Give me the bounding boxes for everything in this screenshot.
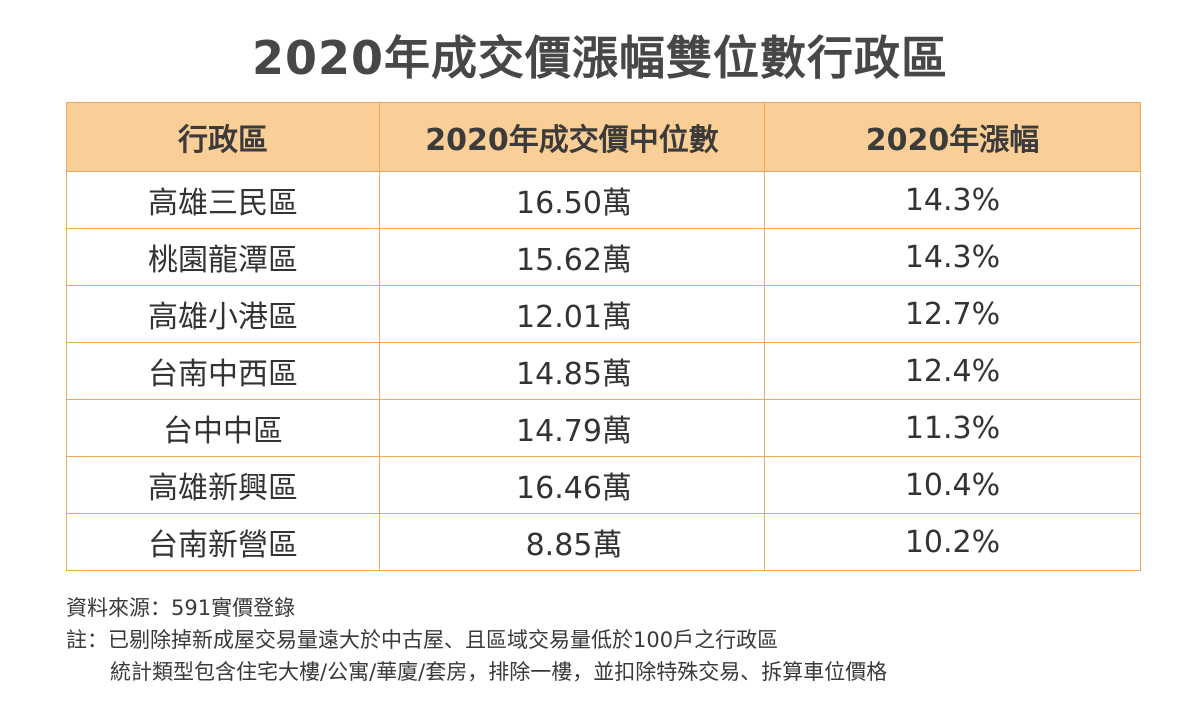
cell-median-price: 16.46萬 xyxy=(379,456,765,514)
statistics-note: 統計類型包含住宅大樓/公寓/華廈/套房，排除一樓，並扣除特殊交易、拆算車位價格 xyxy=(110,660,888,684)
cell-median-price: 16.50萬 xyxy=(379,171,765,229)
data-table: 行政區 2020年成交價中位數 2020年漲幅 高雄三民區 16.50萬 14.… xyxy=(66,102,1141,571)
cell-median-price: 12.01萬 xyxy=(379,285,765,343)
cell-median-price: 15.62萬 xyxy=(379,228,765,286)
table-header-row: 行政區 2020年成交價中位數 2020年漲幅 xyxy=(66,102,1141,172)
column-header-growth: 2020年漲幅 xyxy=(764,102,1141,172)
cell-district: 桃園龍潭區 xyxy=(66,228,380,286)
cell-district: 高雄小港區 xyxy=(66,285,380,343)
table-row: 台南新營區 8.85萬 10.2% xyxy=(66,513,1141,571)
table-row: 台南中西區 14.85萬 12.4% xyxy=(66,342,1141,400)
cell-growth: 10.2% xyxy=(764,513,1141,571)
table-row: 高雄新興區 16.46萬 10.4% xyxy=(66,456,1141,514)
page-title: 2020年成交價漲幅雙位數行政區 xyxy=(251,31,949,85)
cell-district: 高雄三民區 xyxy=(66,171,380,229)
cell-median-price: 14.85萬 xyxy=(379,342,765,400)
cell-growth: 11.3% xyxy=(764,399,1141,457)
column-header-district: 行政區 xyxy=(66,102,380,172)
cell-median-price: 8.85萬 xyxy=(379,513,765,571)
table-row: 台中中區 14.79萬 11.3% xyxy=(66,399,1141,457)
cell-growth: 10.4% xyxy=(764,456,1141,514)
cell-growth: 12.4% xyxy=(764,342,1141,400)
cell-median-price: 14.79萬 xyxy=(379,399,765,457)
cell-district: 台中中區 xyxy=(66,399,380,457)
table-row: 桃園龍潭區 15.62萬 14.3% xyxy=(66,228,1141,286)
table-row: 高雄三民區 16.50萬 14.3% xyxy=(66,171,1141,229)
cell-growth: 12.7% xyxy=(764,285,1141,343)
cell-district: 台南中西區 xyxy=(66,342,380,400)
cell-growth: 14.3% xyxy=(764,228,1141,286)
footnotes: 資料來源：591實價登錄 註：已剔除掉新成屋交易量遠大於中古屋、且區域交易量低於… xyxy=(66,592,887,688)
column-header-median-price: 2020年成交價中位數 xyxy=(379,102,765,172)
table-row: 高雄小港區 12.01萬 12.7% xyxy=(66,285,1141,343)
cell-district: 高雄新興區 xyxy=(66,456,380,514)
cell-growth: 14.3% xyxy=(764,171,1141,229)
cell-district: 台南新營區 xyxy=(66,513,380,571)
source-note: 資料來源：591實價登錄 xyxy=(66,596,296,620)
exclusion-note: 註：已剔除掉新成屋交易量遠大於中古屋、且區域交易量低於100戶之行政區 xyxy=(66,628,779,652)
